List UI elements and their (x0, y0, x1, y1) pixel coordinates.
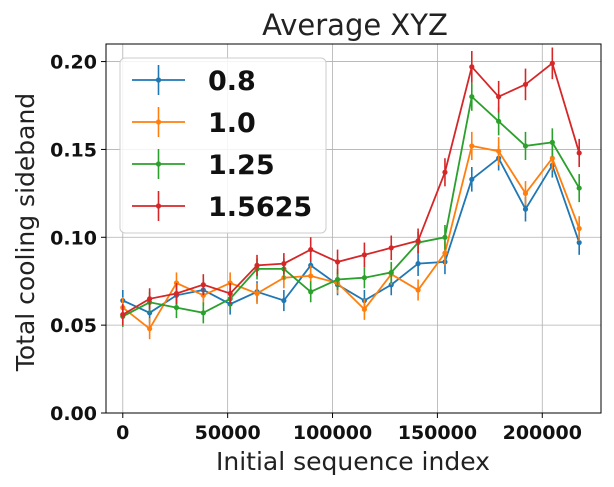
series-line (122, 61, 581, 316)
data-point (469, 94, 475, 100)
data-point (442, 234, 448, 240)
data-point (576, 239, 582, 246)
y-tick-label: 0.00 (50, 403, 97, 425)
data-point (120, 312, 126, 318)
x-tick-label: 200000 (503, 422, 582, 444)
data-point (281, 297, 287, 304)
legend-item-0.8: 0.8 (132, 65, 256, 97)
data-point (415, 287, 421, 293)
x-tick-label: 0 (116, 422, 129, 444)
plot-frame (105, 43, 602, 414)
series-1.5625 (120, 47, 582, 326)
data-point (147, 296, 153, 302)
y-axis-label: Total cooling sideband (11, 93, 40, 372)
data-point (227, 290, 233, 297)
data-point (442, 169, 448, 175)
data-point (469, 143, 475, 149)
data-point (361, 275, 368, 281)
data-point (496, 148, 502, 154)
legend-marker (155, 203, 162, 209)
data-point (200, 282, 206, 288)
legend-marker (155, 77, 162, 83)
y-tick-label: 0.20 (50, 52, 97, 74)
data-point (576, 150, 582, 156)
legend-box (119, 57, 327, 234)
data-point (254, 290, 260, 297)
y-tick-label: 0.15 (50, 139, 97, 161)
data-point (576, 225, 582, 232)
data-point (308, 246, 314, 253)
data-point (147, 326, 153, 332)
data-point (496, 118, 502, 124)
series-line (122, 144, 581, 331)
data-point (173, 290, 180, 297)
data-point (549, 155, 555, 161)
data-point (522, 206, 529, 212)
data-point (522, 143, 529, 149)
data-point (576, 185, 582, 191)
series-line (122, 156, 581, 314)
data-point (522, 81, 529, 88)
data-point (549, 139, 555, 145)
legend-label: 1.25 (208, 150, 275, 181)
data-point (415, 238, 421, 244)
x-tick-label: 50000 (195, 422, 261, 444)
legend-marker (155, 161, 162, 167)
data-point (334, 276, 341, 283)
data-point (361, 252, 368, 258)
legend-item-1.25: 1.25 (132, 149, 275, 181)
x-axis-label: Initial sequence index (216, 447, 490, 476)
legend-label: 1.0 (208, 108, 256, 139)
legend-item-1.5625: 1.5625 (132, 191, 312, 223)
data-point (415, 261, 421, 267)
series-1.0 (120, 131, 582, 340)
legend-marker (155, 119, 162, 125)
data-point (469, 64, 475, 70)
data-point (308, 289, 314, 295)
series-layer (120, 47, 582, 340)
y-tick-label: 0.05 (50, 315, 97, 337)
data-point (200, 310, 206, 316)
legend: 0.8 1.0 1.25 1.5625 (119, 57, 327, 234)
x-tick-label: 100000 (293, 422, 372, 444)
data-point (281, 261, 287, 267)
data-point (254, 262, 260, 268)
data-point (549, 60, 555, 66)
data-point (442, 250, 448, 256)
data-point (308, 273, 314, 279)
y-tick-label: 0.10 (50, 227, 97, 249)
legend-label: 1.5625 (208, 192, 312, 223)
data-point (469, 176, 475, 182)
series-line (122, 94, 580, 318)
data-point (361, 306, 368, 312)
data-point (173, 304, 180, 311)
data-point (388, 269, 394, 276)
data-point (522, 190, 529, 196)
tick-layer: 0 50000 100000 150000 200000 0.00 0.05 0.10 0.15… (50, 52, 582, 444)
legend-label: 0.8 (208, 66, 256, 97)
data-point (334, 259, 341, 265)
x-tick-label: 150000 (398, 422, 477, 444)
chart-title: Average XYZ (262, 8, 448, 42)
data-point (496, 94, 502, 100)
legend-item-1.0: 1.0 (132, 107, 256, 139)
data-point (388, 245, 394, 251)
